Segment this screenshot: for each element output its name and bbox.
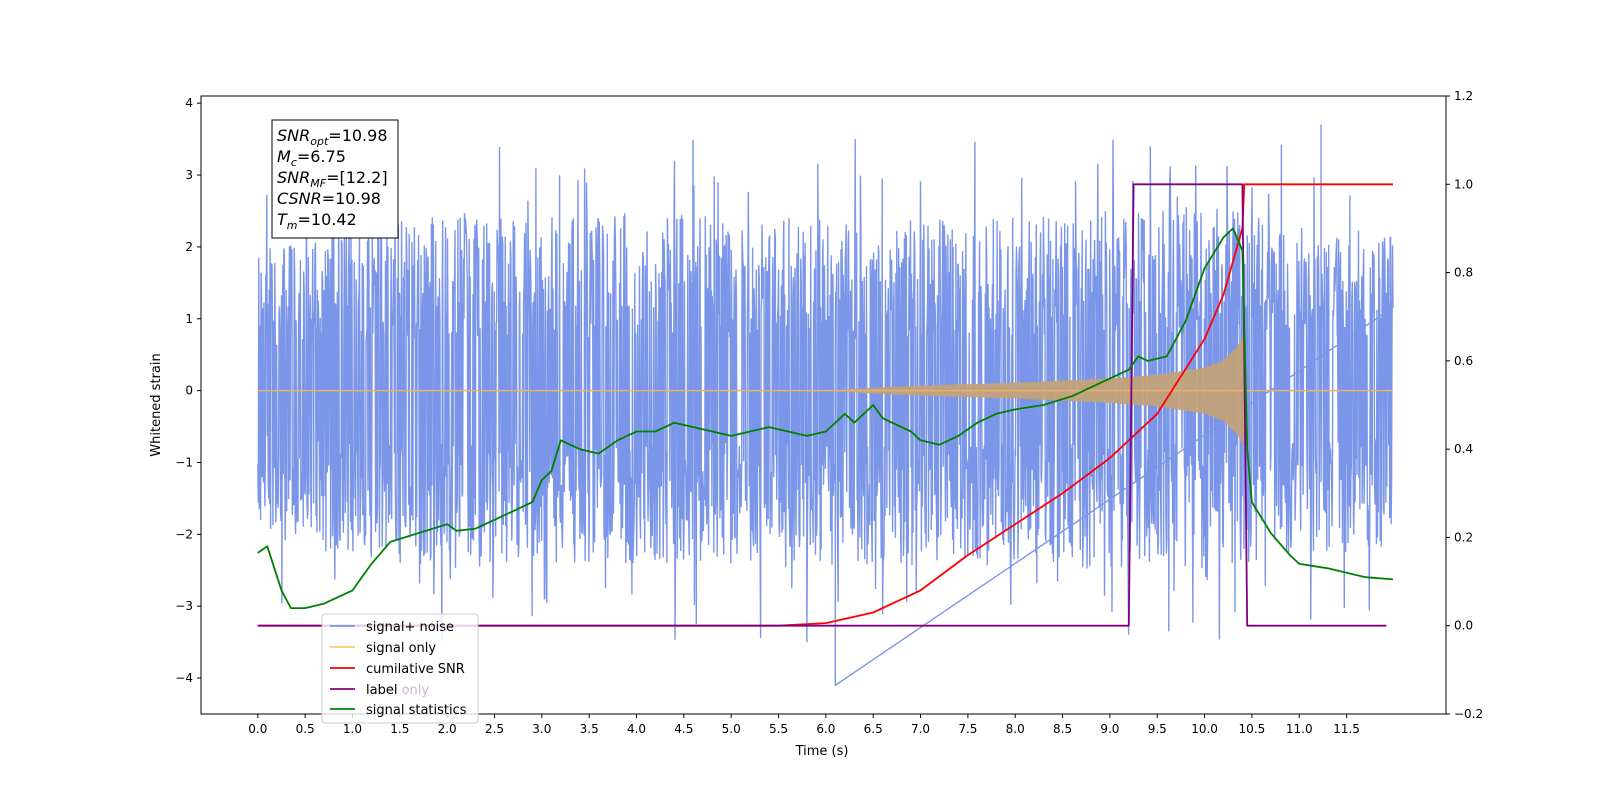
x-tick-label: 7.0 [911, 722, 930, 736]
x-tick-label: 9.0 [1100, 722, 1119, 736]
x-tick-label: 10.5 [1239, 722, 1266, 736]
x-tick-label: 1.5 [390, 722, 409, 736]
legend-frame [321, 613, 479, 724]
annotation-line: SNRopt=10.98 [277, 126, 388, 148]
y-tick-label: 3 [185, 168, 193, 182]
y2-tick-label: 0.4 [1454, 442, 1473, 456]
x-tick-label: 0.0 [248, 722, 267, 736]
x-tick-label: 8.5 [1053, 722, 1072, 736]
plot-frame [200, 95, 1447, 715]
y-axis-label: Whitened strain [149, 353, 164, 456]
x-tick-label: 2.5 [485, 722, 504, 736]
series-signal-noise [257, 124, 1394, 686]
x-axis-label: Time (s) [795, 744, 849, 759]
x-tick-label: 6.5 [864, 722, 883, 736]
y-tick-label: −4 [175, 671, 193, 685]
y-tick-label: 2 [185, 240, 193, 254]
x-tick-label: 3.5 [580, 722, 599, 736]
y-tick-label: 0 [185, 384, 193, 398]
y2-tick-label: 0.8 [1454, 266, 1473, 280]
axes: 0.0 0.5 1.0 1.5 2.0 2.5 3.0 3.5 4.0 4.5 5.0 5.5 6.0 6… [175, 89, 1483, 736]
x-tick-label: 5.5 [769, 722, 788, 736]
y2-tick-label: −0.2 [1454, 707, 1483, 721]
legend-label: label [366, 683, 397, 698]
annotation-frame [271, 119, 399, 239]
legend-label: signal only [366, 641, 436, 656]
x-tick-label: 11.0 [1286, 722, 1313, 736]
y-tick-label: −3 [175, 599, 193, 613]
legend-label: signal statistics [366, 703, 467, 718]
legend-label: cumilative SNR [366, 662, 465, 677]
legend-label-hidden: label only [366, 683, 429, 698]
plot-area [257, 124, 1394, 686]
y2-tick-label: 0.2 [1454, 530, 1473, 544]
y-tick-label: 1 [185, 312, 193, 326]
y2-tick-label: 0.6 [1454, 354, 1473, 368]
x-tick-label: 7.5 [958, 722, 977, 736]
y2-tick-label: 0.0 [1454, 619, 1473, 633]
x-tick-label: 0.5 [296, 722, 315, 736]
y2-tick-label: 1.0 [1454, 177, 1473, 191]
x-tick-label: 3.0 [532, 722, 551, 736]
y-tick-label: 4 [185, 96, 193, 110]
annotation-line: Tm=10.42 [277, 210, 357, 232]
x-tick-label: 4.0 [627, 722, 646, 736]
series-signal-statistics [257, 227, 1394, 609]
x-tick-label: 2.0 [438, 722, 457, 736]
annotation-line: Mc=6.75 [277, 147, 346, 169]
series-label [257, 183, 1387, 627]
series-cumilative-snr [257, 183, 1393, 627]
annotation-line: CSNR=10.98 [277, 189, 381, 208]
x-tick-label: 10.0 [1191, 722, 1218, 736]
legend-label: signal+ noise [366, 620, 454, 635]
x-tick-label: 6.0 [816, 722, 835, 736]
y2-tick-label: 1.2 [1454, 89, 1473, 103]
x-tick-label: 9.5 [1148, 722, 1167, 736]
annotation-line: SNRMF=[12.2] [277, 168, 388, 190]
x-tick-label: 5.0 [722, 722, 741, 736]
y-tick-label: −1 [175, 455, 193, 469]
annotation-box: SNRopt=10.98Mc=6.75SNRMF=[12.2]CSNR=10.9… [271, 119, 399, 239]
x-tick-label: 11.5 [1333, 722, 1360, 736]
x-tick-label: 1.0 [343, 722, 362, 736]
x-tick-label: 8.0 [1006, 722, 1025, 736]
legend: label only signal+ noise signal only cumila… [321, 613, 479, 724]
y-tick-label: −2 [175, 527, 193, 541]
x-tick-label: 4.5 [674, 722, 693, 736]
